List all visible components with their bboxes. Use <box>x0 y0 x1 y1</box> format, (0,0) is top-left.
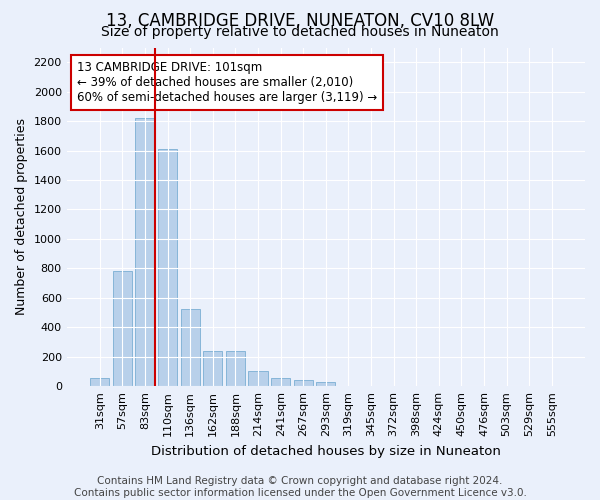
Bar <box>248 370 268 386</box>
Bar <box>226 351 245 386</box>
Bar <box>271 378 290 386</box>
Text: 13, CAMBRIDGE DRIVE, NUNEATON, CV10 8LW: 13, CAMBRIDGE DRIVE, NUNEATON, CV10 8LW <box>106 12 494 30</box>
Bar <box>158 149 177 386</box>
Bar <box>203 351 223 386</box>
Bar <box>316 382 335 386</box>
Y-axis label: Number of detached properties: Number of detached properties <box>15 118 28 316</box>
X-axis label: Distribution of detached houses by size in Nuneaton: Distribution of detached houses by size … <box>151 444 501 458</box>
Bar <box>90 378 109 386</box>
Bar <box>181 309 200 386</box>
Bar <box>136 118 155 386</box>
Bar <box>293 380 313 386</box>
Text: Contains HM Land Registry data © Crown copyright and database right 2024.
Contai: Contains HM Land Registry data © Crown c… <box>74 476 526 498</box>
Bar <box>113 272 132 386</box>
Text: 13 CAMBRIDGE DRIVE: 101sqm
← 39% of detached houses are smaller (2,010)
60% of s: 13 CAMBRIDGE DRIVE: 101sqm ← 39% of deta… <box>77 61 377 104</box>
Text: Size of property relative to detached houses in Nuneaton: Size of property relative to detached ho… <box>101 25 499 39</box>
